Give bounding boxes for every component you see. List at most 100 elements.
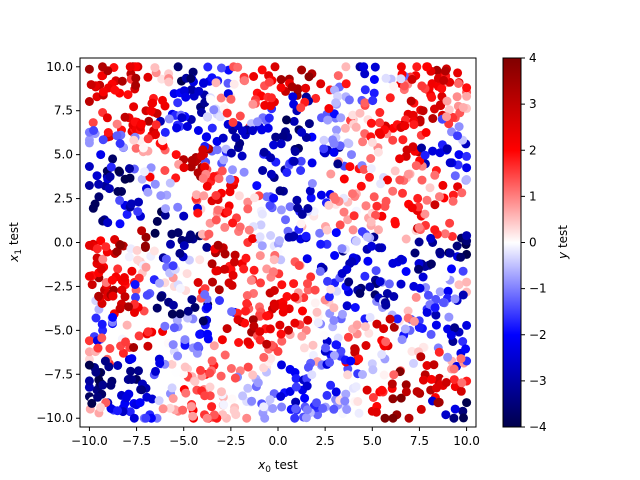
scatter-point — [124, 302, 133, 312]
scatter-point — [134, 197, 143, 207]
scatter-point — [426, 329, 436, 339]
scatter-point — [275, 186, 285, 196]
scatter-point — [228, 117, 238, 127]
scatter-point — [285, 202, 295, 212]
colorbar-tick-label: −4 — [529, 420, 547, 434]
scatter-point — [276, 83, 286, 92]
scatter-point — [351, 236, 361, 246]
scatter-point — [339, 174, 349, 184]
scatter-point — [371, 266, 381, 276]
scatter-point — [228, 270, 238, 280]
scatter-point — [396, 62, 406, 72]
scatter-point — [338, 309, 347, 319]
scatter-point — [265, 324, 275, 334]
scatter-point — [298, 306, 307, 316]
scatter-point — [267, 93, 276, 103]
scatter-point — [430, 170, 440, 180]
scatter-point — [259, 147, 269, 157]
scatter-point — [297, 209, 307, 219]
scatter-point — [217, 166, 227, 176]
scatter-point — [308, 340, 318, 350]
scatter-point — [113, 361, 123, 370]
scatter-point — [358, 137, 368, 147]
scatter-point — [291, 404, 301, 414]
scatter-point — [419, 375, 428, 385]
scatter-point — [142, 392, 152, 402]
scatter-point — [289, 99, 299, 109]
scatter-point — [441, 378, 451, 387]
scatter-point — [417, 175, 427, 185]
scatter-point — [131, 292, 140, 302]
scatter-point — [441, 410, 451, 420]
scatter-point — [214, 174, 224, 184]
scatter-point — [359, 164, 369, 174]
scatter-point — [151, 120, 161, 130]
scatter-point — [158, 404, 168, 414]
scatter-point — [427, 374, 436, 384]
scatter-point — [379, 370, 389, 380]
scatter-point — [200, 391, 210, 401]
colorbar-tick-label: 4 — [529, 51, 537, 65]
x-tick-label: −2.5 — [216, 434, 245, 448]
scatter-point — [120, 112, 130, 122]
scatter-point — [296, 219, 306, 229]
x-tick-label: 5.0 — [363, 434, 382, 448]
scatter-point — [124, 252, 134, 262]
scatter-point — [360, 271, 370, 281]
scatter-point — [126, 199, 136, 209]
scatter-point — [202, 413, 212, 423]
scatter-point — [375, 277, 385, 287]
scatter-point — [307, 370, 317, 380]
scatter-point — [168, 300, 178, 310]
scatter-point — [440, 272, 450, 282]
scatter-point — [333, 71, 343, 81]
scatter-point — [305, 221, 315, 230]
scatter-point — [250, 193, 259, 203]
scatter-point — [88, 118, 98, 128]
scatter-point — [319, 144, 329, 154]
scatter-point — [135, 398, 145, 408]
scatter-point — [457, 378, 467, 388]
scatter-point — [161, 204, 170, 214]
scatter-point — [203, 62, 213, 72]
scatter-point — [450, 171, 460, 181]
scatter-point — [112, 131, 122, 141]
scatter-point — [389, 370, 399, 380]
scatter-point — [390, 219, 400, 229]
scatter-point — [370, 62, 380, 72]
scatter-point — [322, 239, 332, 249]
scatter-point — [404, 413, 414, 423]
scatter-point — [144, 116, 154, 126]
scatter-point — [202, 242, 212, 252]
x-tick-label: −10.0 — [71, 434, 108, 448]
scatter-point — [445, 248, 455, 258]
scatter-point — [289, 279, 299, 289]
scatter-point — [369, 192, 379, 202]
scatter-point — [173, 351, 183, 361]
scatter-point — [369, 88, 379, 98]
scatter-point — [141, 413, 151, 423]
scatter-point — [227, 307, 237, 317]
scatter-point — [243, 197, 253, 207]
scatter-point — [290, 318, 300, 328]
scatter-point — [337, 244, 347, 254]
colorbar-tick-label: 0 — [529, 236, 537, 250]
scatter-point — [84, 64, 94, 74]
scatter-point — [220, 350, 230, 360]
scatter-point — [133, 255, 143, 265]
scatter-point — [257, 241, 267, 251]
scatter-point — [431, 310, 441, 320]
scatter-point — [209, 341, 219, 351]
scatter-point — [255, 335, 265, 345]
scatter-point — [342, 301, 352, 311]
scatter-point — [326, 380, 336, 390]
scatter-point — [428, 146, 438, 156]
scatter-point — [458, 406, 468, 416]
scatter-point — [355, 288, 365, 298]
scatter-point — [242, 413, 252, 423]
y-tick-label: −10.0 — [36, 411, 73, 425]
scatter-point — [248, 234, 258, 244]
scatter-point — [172, 123, 182, 133]
scatter-point — [154, 396, 164, 406]
scatter-point — [289, 156, 299, 166]
